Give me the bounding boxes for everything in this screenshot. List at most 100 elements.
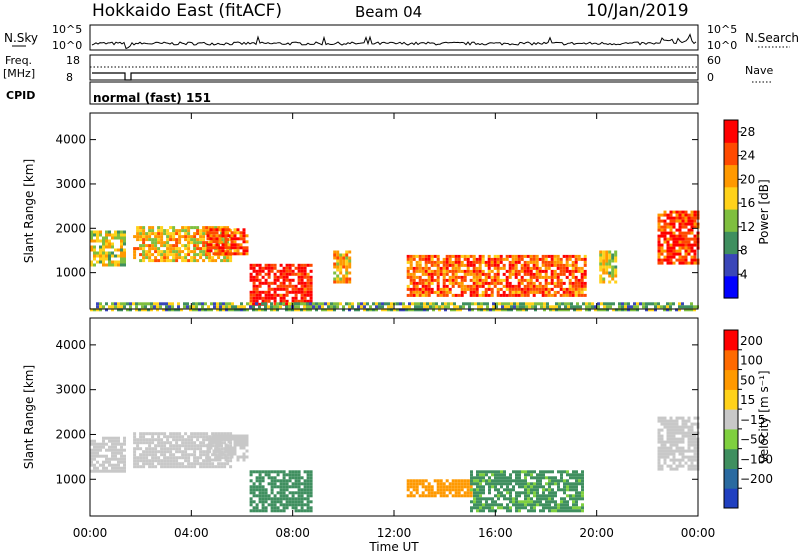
echo-cell [684,434,688,438]
echo-cell [300,488,304,492]
colorbar-segment [724,330,738,351]
echo-cell [294,290,298,294]
echo-cell [506,488,509,492]
echo-cell [660,440,664,444]
echo-cell [270,491,274,495]
echo-cell [193,447,197,451]
echo-cell [151,432,155,436]
echo-cell [375,308,378,312]
echo-cell [550,281,554,285]
echo-cell [267,503,271,507]
echo-cell [148,447,152,451]
echo-cell [345,302,348,306]
echo-cell [264,494,268,498]
echo-cell [96,302,99,306]
echo-cell [675,464,679,468]
echo-cell [175,238,179,242]
echo-cell [348,271,352,275]
echo-cell [273,275,277,279]
echo-cell [148,247,152,251]
echo-cell [536,497,539,501]
echo-cell [599,268,603,272]
echo-cell [190,241,194,245]
echo-cell [642,305,645,309]
echo-cell [666,222,670,226]
echo-cell [297,503,301,507]
echo-cell [267,287,271,291]
echo-cell [547,260,551,264]
echo-cell [239,243,243,247]
echo-cell [544,293,548,297]
echo-cell [409,254,413,258]
echo-cell [430,272,434,276]
echo-cell [412,287,416,291]
echo-cell [215,446,219,450]
echo-cell [612,308,615,312]
echo-cell [663,222,667,226]
echo-cell [157,456,161,460]
echo-cell [212,452,216,456]
echo-cell [309,293,313,297]
echo-cell [681,219,685,223]
echo-cell [181,226,185,230]
echo-cell [184,465,188,469]
echo-cell [157,238,161,242]
echo-cell [436,488,440,492]
echo-cell [303,479,307,483]
echo-cell [621,302,624,306]
echo-cell [417,302,420,306]
echo-cell [360,302,363,306]
echo-cell [90,442,93,446]
echo-cell [336,253,340,257]
echo-cell [226,256,230,260]
echo-cell [233,434,237,438]
echo-cell [226,459,230,463]
echo-cell [421,293,425,297]
echo-cell [215,443,219,447]
echo-cell [660,464,664,468]
echo-cell [575,506,578,510]
echo-cell [236,249,240,253]
echo-cell [224,434,228,438]
echo-cell [297,269,301,273]
echo-cell [99,305,102,309]
echo-cell [184,253,188,257]
echo-cell [571,287,575,291]
echo-cell [297,290,301,294]
echo-cell [684,225,688,229]
echo-cell [114,454,117,458]
echo-cell [573,305,576,309]
echo-cell [114,233,117,237]
echo-cell [675,467,679,471]
echo-cell [660,305,663,309]
echo-cell [175,444,179,448]
echo-cell [451,284,455,288]
echo-cell [190,438,194,442]
echo-cell [226,238,230,242]
echo-cell [212,449,216,453]
echo-cell [233,446,237,450]
echo-cell [624,308,627,312]
echo-cell [448,290,452,294]
echo-cell [270,269,274,273]
echo-cell [544,254,548,258]
echo-cell [133,438,137,442]
velocity-panel-frame [89,317,699,517]
echo-cell [552,308,555,312]
echo-cell [288,476,292,480]
echo-cell [291,503,295,507]
echo-cell [654,308,657,312]
echo-cell [294,497,298,501]
echo-cell [485,482,488,486]
nsearch-tick-top: 10^5 [707,23,737,36]
echo-cell [454,275,458,279]
echo-cell [481,278,485,282]
echo-cell [526,269,530,273]
echo-cell [234,308,237,312]
y-tick-label: 4000 [55,133,86,147]
echo-cell [666,434,670,438]
echo-cell [436,287,440,291]
echo-cell [245,234,249,238]
echo-cell [675,249,679,253]
